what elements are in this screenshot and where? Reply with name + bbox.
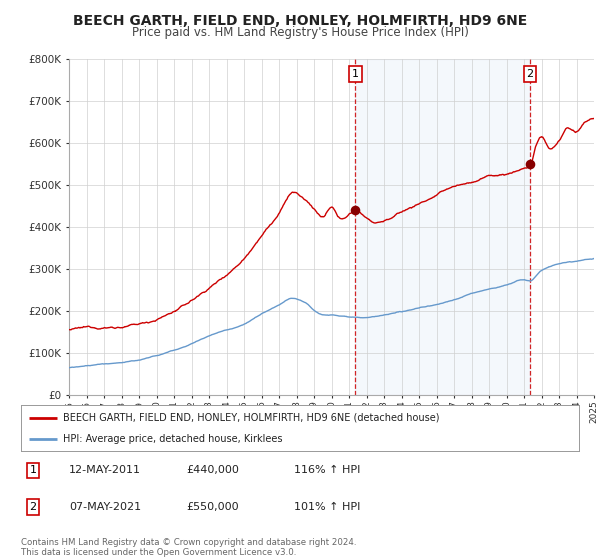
Text: BEECH GARTH, FIELD END, HONLEY, HOLMFIRTH, HD9 6NE (detached house): BEECH GARTH, FIELD END, HONLEY, HOLMFIRT… (63, 413, 439, 423)
Text: £550,000: £550,000 (186, 502, 239, 512)
Text: 116% ↑ HPI: 116% ↑ HPI (294, 465, 361, 475)
Point (526, 160, 535, 169)
Text: Price paid vs. HM Land Registry's House Price Index (HPI): Price paid vs. HM Land Registry's House … (131, 26, 469, 39)
Text: 1: 1 (352, 69, 359, 79)
Text: Contains HM Land Registry data © Crown copyright and database right 2024.: Contains HM Land Registry data © Crown c… (21, 538, 356, 547)
Text: 2: 2 (527, 69, 533, 79)
Text: 12-MAY-2011: 12-MAY-2011 (69, 465, 141, 475)
Text: 101% ↑ HPI: 101% ↑ HPI (294, 502, 361, 512)
Text: HPI: Average price, detached house, Kirklees: HPI: Average price, detached house, Kirk… (63, 435, 283, 444)
Text: 2: 2 (29, 502, 37, 512)
Text: 07-MAY-2021: 07-MAY-2021 (69, 502, 141, 512)
Bar (355, 59, 530, 395)
Text: BEECH GARTH, FIELD END, HONLEY, HOLMFIRTH, HD9 6NE: BEECH GARTH, FIELD END, HONLEY, HOLMFIRT… (73, 14, 527, 28)
Text: 1: 1 (29, 465, 37, 475)
Point (350, 206, 360, 214)
Text: This data is licensed under the Open Government Licence v3.0.: This data is licensed under the Open Gov… (21, 548, 296, 557)
Text: £440,000: £440,000 (186, 465, 239, 475)
